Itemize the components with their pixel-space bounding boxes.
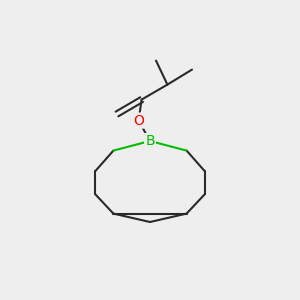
Text: B: B [145, 134, 155, 148]
Text: O: O [133, 114, 144, 128]
